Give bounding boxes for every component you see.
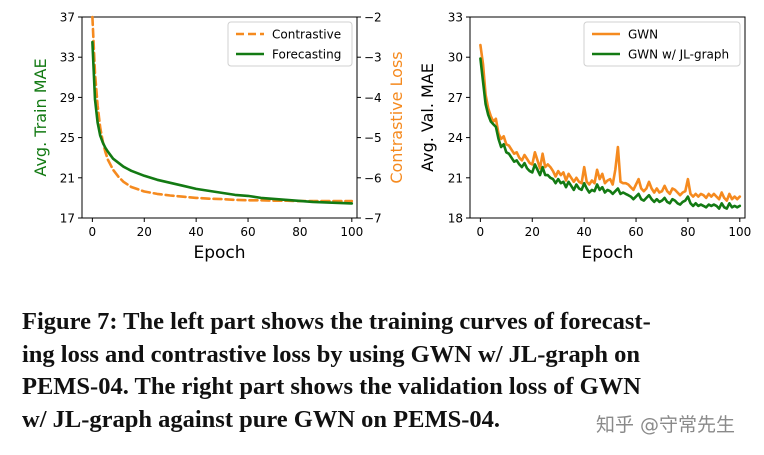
left-legend-label: Forecasting xyxy=(272,48,341,62)
caption-line-2: ing loss and contrastive loss by using G… xyxy=(22,340,641,368)
caption-line-1: Figure 7: The left part shows the traini… xyxy=(22,308,651,335)
right-plot-frame xyxy=(469,16,746,219)
right-y-tick-label: 30 xyxy=(448,51,463,65)
right-y-tick-label: 33 xyxy=(448,11,463,25)
left-y-tick-label: 21 xyxy=(60,171,75,185)
left-x-tick-label: 40 xyxy=(189,225,204,239)
left-y2-tick-label: −5 xyxy=(364,131,382,145)
left-x-tick-label: 80 xyxy=(292,225,307,239)
left-x-tick-label: 100 xyxy=(340,225,363,239)
left-y-tick-label: 17 xyxy=(60,212,75,226)
left-y-tick-label: 29 xyxy=(60,91,75,105)
left-plot-frame xyxy=(81,16,358,219)
left-y2-tick-label: −2 xyxy=(364,11,382,25)
right-y-axis-label: Avg. Val. MAE xyxy=(418,63,437,172)
right-x-tick-label: 40 xyxy=(577,225,592,239)
left-y-tick-label: 33 xyxy=(60,51,75,65)
left-y2-tick-label: −4 xyxy=(364,91,382,105)
left-y2-tick-label: −6 xyxy=(364,171,382,185)
watermark: 知乎 @守常先生 xyxy=(596,414,736,436)
right-legend-box xyxy=(583,21,741,67)
left-x-tick-label: 60 xyxy=(240,225,255,239)
left-series-forecasting-line xyxy=(91,40,354,205)
right-series-gwn-w-jl-graph-line xyxy=(479,57,742,210)
right-legend-label: GWN w/ JL-graph xyxy=(628,48,729,62)
left-x-tick-label: 20 xyxy=(137,225,152,239)
right-x-axis-label: Epoch xyxy=(581,243,633,263)
left-y2-tick-label: −7 xyxy=(364,212,382,226)
right-y-tick-label: 27 xyxy=(448,91,463,105)
right-y-tick-label: 21 xyxy=(448,171,463,185)
right-legend-label: GWN xyxy=(628,28,658,42)
right-x-tick-label: 60 xyxy=(628,225,643,239)
right-x-tick-label: 20 xyxy=(525,225,540,239)
right-x-tick-label: 80 xyxy=(680,225,695,239)
left-x-tick-label: 0 xyxy=(89,225,97,239)
caption-line-3: PEMS-04. The right part shows the valida… xyxy=(22,373,641,400)
left-y-axis-label: Avg. Train MAE xyxy=(31,58,50,176)
right-x-tick-label: 100 xyxy=(728,225,751,239)
figure-panels: 0 20 40 60 80 100 17 21 25 29 33 37 −7 −6 −5 −4 −3 −2 Epoc… xyxy=(31,11,751,264)
left-y-tick-label: 25 xyxy=(60,131,75,145)
caption-line-4: w/ JL-graph against pure GWN on PEMS-04. xyxy=(22,405,501,433)
left-x-axis-label: Epoch xyxy=(193,243,245,263)
figure-caption: Figure 7: The left part shows the traini… xyxy=(22,306,757,436)
right-y-tick-label: 18 xyxy=(448,212,463,226)
left-y2-tick-label: −3 xyxy=(364,51,382,65)
right-series-gwn-line xyxy=(479,43,742,202)
left-legend-label: Contrastive xyxy=(272,28,341,42)
right-y-tick-label: 24 xyxy=(448,131,463,145)
left-y-tick-label: 37 xyxy=(60,11,75,25)
left-y2-axis-label: Contrastive Loss xyxy=(387,51,406,183)
right-x-tick-label: 0 xyxy=(477,225,485,239)
